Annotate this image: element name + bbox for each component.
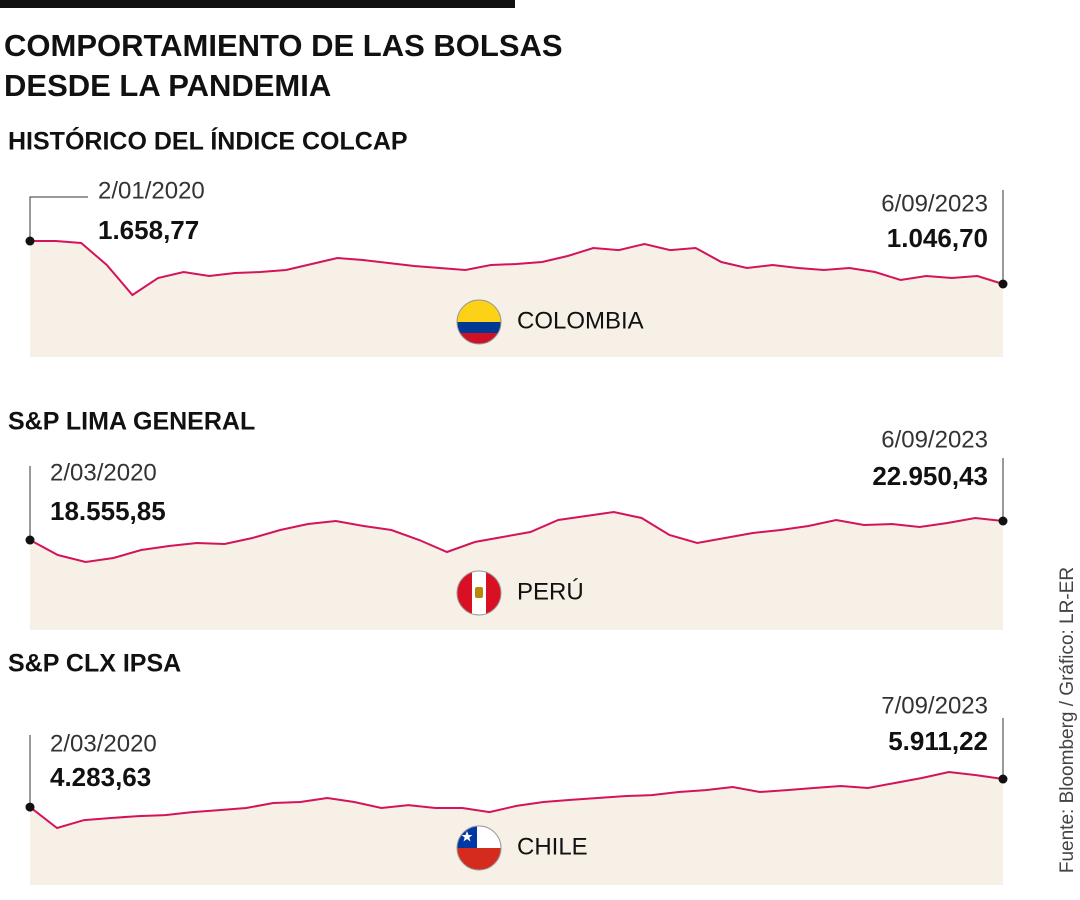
country-label: PERÚ (517, 578, 584, 605)
top-rule (0, 0, 515, 8)
flag-colombia (456, 299, 502, 345)
chart-title: HISTÓRICO DEL ÍNDICE COLCAP (8, 126, 408, 156)
end-value: 22.950,43 (872, 461, 988, 491)
end-date: 7/09/2023 (881, 692, 988, 719)
start-date: 2/03/2020 (50, 459, 157, 486)
leader-line (29, 196, 88, 242)
area (30, 241, 1003, 357)
line (29, 510, 1004, 564)
start-value: 4.283,63 (50, 762, 151, 792)
end-dot (998, 774, 1008, 784)
start-value: 18.555,85 (50, 496, 166, 526)
end-dot (25, 535, 35, 545)
end-dot (25, 236, 35, 246)
flag-chile (456, 825, 502, 871)
area (30, 512, 1003, 630)
chart-title: S&P LIMA GENERAL (8, 408, 255, 436)
flag-peru (456, 570, 502, 616)
end-dot (998, 279, 1008, 289)
start-date: 2/03/2020 (50, 730, 157, 757)
end-date: 6/09/2023 (881, 190, 988, 217)
line (30, 240, 1004, 297)
end-dot (998, 516, 1008, 526)
page-title: COMPORTAMIENTO DE LAS BOLSAS DESDE LA PA… (4, 28, 563, 103)
country-label: COLOMBIA (517, 307, 644, 334)
line (29, 770, 1004, 830)
end-dot (25, 802, 35, 812)
chart-title: S&P CLX IPSA (8, 650, 181, 678)
end-value: 1.046,70 (887, 223, 988, 253)
end-value: 5.911,22 (888, 726, 988, 756)
country-label: CHILE (517, 833, 588, 860)
start-value: 1.658,77 (98, 215, 199, 245)
end-date: 6/09/2023 (881, 426, 988, 453)
source: Fuente: Bloomberg / Gráfico: LR-ER (1057, 567, 1078, 873)
start-date: 2/01/2020 (98, 177, 205, 204)
area (30, 772, 1003, 885)
